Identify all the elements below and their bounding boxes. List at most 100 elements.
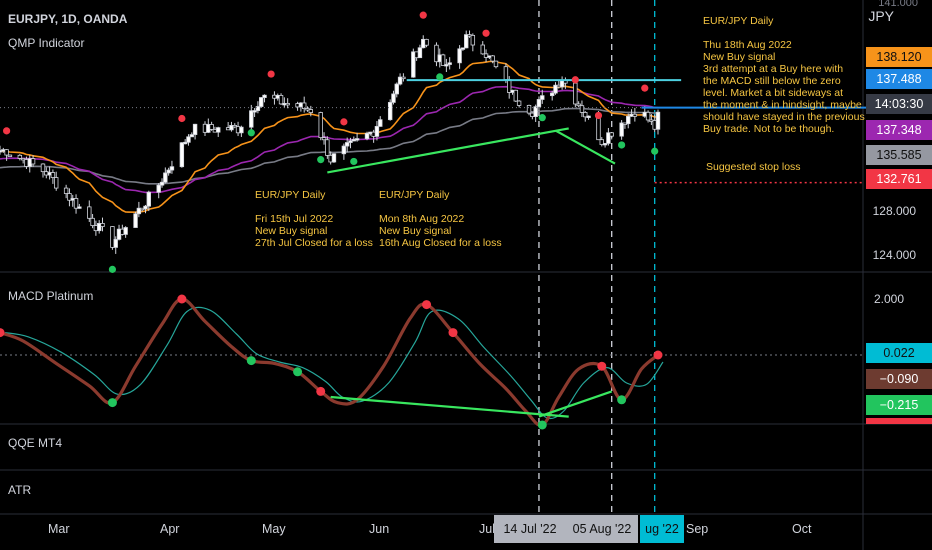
price-badge: 135.585 [866, 145, 932, 165]
candle-up [146, 191, 151, 207]
candle-up [156, 184, 161, 193]
candle-up [252, 110, 257, 113]
candle-up [259, 97, 264, 107]
candle-up [606, 132, 611, 144]
indicator-title[interactable]: QMP Indicator [8, 36, 85, 50]
candle-down [493, 60, 499, 68]
price-badge: 132.761 [866, 169, 932, 189]
sell-signal-dot [267, 70, 275, 78]
axis-panel [863, 0, 932, 550]
annotation-jul15: EUR/JPY Daily Fri 15th Jul 2022 New Buy … [255, 189, 373, 249]
candle-up [586, 115, 591, 118]
candle-down [87, 206, 92, 219]
price-tick-128: 128.000 [872, 204, 916, 218]
candle-up [536, 99, 542, 108]
candle-down [645, 111, 651, 121]
candle-down [490, 55, 495, 62]
candle-up [186, 136, 191, 143]
symbol-title[interactable]: EURJPY, 1D, OANDA [8, 12, 128, 26]
candle-up [411, 51, 416, 78]
candle-down [285, 103, 290, 106]
candle-down [325, 139, 330, 156]
candle-up [239, 126, 244, 134]
macd-trendline [330, 395, 569, 418]
candle-up [159, 181, 165, 186]
ema-fast-line [0, 60, 659, 214]
price-trendline-down [554, 129, 616, 165]
candle-down [54, 177, 59, 189]
candle-down [470, 34, 476, 46]
candle-up [262, 94, 267, 98]
macd-buy-dot [246, 356, 256, 366]
price-badge: 137.488 [866, 69, 932, 89]
candle-up [331, 153, 337, 163]
macd-buy-dot [537, 420, 547, 430]
candle-up [378, 119, 383, 127]
candle-up [133, 213, 138, 228]
atr-pane-title[interactable]: ATR [8, 483, 32, 497]
candle-up [189, 134, 194, 138]
annotation-aug08: EUR/JPY Daily Mon 8th Aug 2022 New Buy s… [379, 189, 502, 249]
candle-up [249, 110, 254, 128]
x-month-label: Jun [369, 522, 390, 536]
sell-signal-dot [178, 114, 186, 123]
candle-up [229, 125, 234, 131]
qqe-pane-title[interactable]: QQE MT4 [8, 436, 63, 450]
macd-sell-dot [448, 328, 458, 338]
macd-sell-dot [316, 386, 326, 396]
macd-badge: −0.090 [866, 369, 932, 389]
candle-up [397, 76, 403, 85]
candle-down [599, 139, 604, 145]
buy-signal-dot [317, 156, 325, 164]
candle-down [632, 113, 638, 117]
macd-buy-dot [617, 395, 627, 405]
sell-signal-dot [641, 84, 649, 92]
candle-up [553, 84, 558, 94]
candle-down [576, 103, 581, 107]
candle-up [96, 223, 102, 232]
candle-down [30, 158, 36, 165]
buy-signal-dot [247, 129, 255, 137]
stop-loss-label: Suggested stop loss [706, 161, 801, 173]
macd-buy-dot [293, 367, 303, 377]
candle-down [4, 149, 9, 156]
candle-up [540, 95, 545, 100]
candle-down [573, 82, 578, 105]
candle-down [308, 109, 314, 113]
candle-up [417, 47, 423, 59]
candle-down [609, 132, 614, 137]
candle-up [364, 132, 370, 140]
x-date-highlight: 14 Jul '22 [494, 515, 566, 543]
candle-up [192, 123, 198, 135]
candle-down [301, 102, 307, 109]
x-date-highlight: ug '22 [640, 515, 684, 543]
price-badge: 14:03:30 [866, 94, 932, 114]
macd-sell-dot [0, 328, 5, 338]
macd-badge: −0.215 [866, 395, 932, 415]
candle-down [440, 54, 446, 66]
candle-up [182, 141, 188, 145]
macd-badge-cutoff [866, 418, 932, 424]
candle-down [401, 76, 406, 80]
candle-up [602, 143, 608, 146]
candle-down [516, 100, 522, 106]
macd-sell-dot [653, 350, 663, 360]
macd-pane-title[interactable]: MACD Platinum [8, 289, 94, 303]
candle-down [63, 187, 69, 194]
candle-down [73, 198, 79, 209]
price-trendline [327, 127, 569, 174]
currency-label: JPY [868, 8, 894, 24]
macd-signal-line [4, 306, 664, 420]
price-badge: 138.120 [866, 47, 932, 67]
candle-up [447, 62, 452, 65]
candle-up [387, 102, 393, 121]
candle-up [341, 145, 347, 155]
candle-down [50, 172, 56, 178]
candle-down [434, 44, 439, 63]
macd-sell-dot [422, 300, 432, 310]
x-month-label: Mar [48, 522, 70, 536]
price-tick-124: 124.000 [872, 248, 916, 262]
candle-up [533, 106, 538, 117]
x-month-label: May [262, 522, 286, 536]
